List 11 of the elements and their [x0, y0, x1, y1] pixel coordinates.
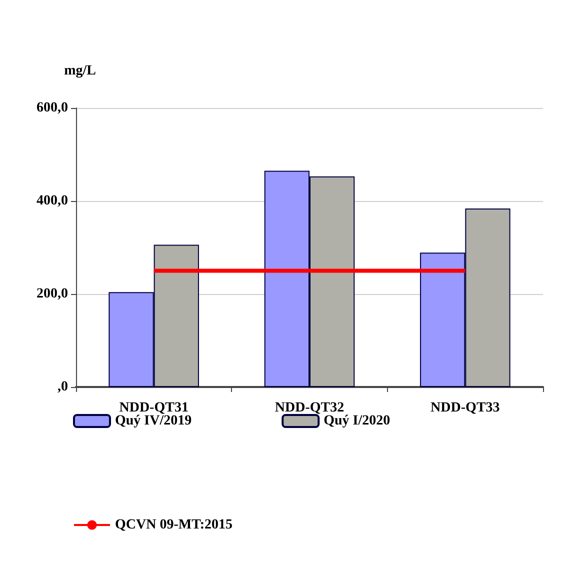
x-tick-label: NDD-QT33: [430, 400, 500, 416]
x-tick-label: NDD-QT32: [274, 400, 344, 416]
x-tick-label: NDD-QT31: [119, 400, 188, 416]
legend-label: Quý IV/2019: [115, 414, 192, 428]
y-tick-label: 200,0: [36, 286, 68, 302]
legend-label: Quý I/2020: [324, 414, 390, 428]
legend-label: QCVN 09-MT:2015: [115, 518, 233, 532]
y-axis-title: mg/L: [64, 64, 96, 78]
y-tick-label: ,0: [58, 380, 68, 394]
y-tick-label: 600,0: [36, 100, 68, 116]
y-tick-label: 400,0: [36, 194, 68, 208]
